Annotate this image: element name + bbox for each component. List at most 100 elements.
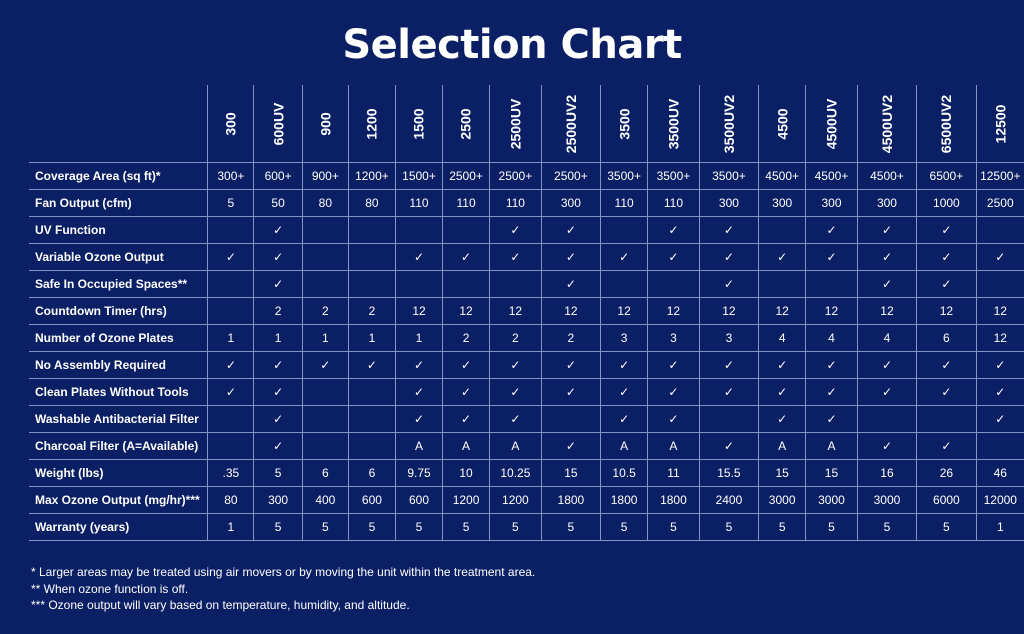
row-label: Countdown Timer (hrs) bbox=[29, 297, 209, 325]
footnote-ozone-output: *** Ozone output will vary based on temp… bbox=[31, 598, 410, 612]
table-cell: 300 bbox=[805, 189, 858, 217]
model-header-row: 300 600UV 900 1200 1500 2500 2500UV 2500UV2 3500… bbox=[29, 85, 1024, 163]
table-cell bbox=[347, 216, 396, 244]
table-cell: 1200+ bbox=[347, 162, 396, 190]
table-cell: 3000 bbox=[805, 486, 858, 514]
table-cell: 1 bbox=[347, 324, 396, 352]
table-cell: ✓ bbox=[540, 378, 602, 406]
table-cell: 1 bbox=[975, 513, 1024, 541]
table-cell: 12 bbox=[394, 297, 444, 325]
table-cell: 110 bbox=[600, 189, 649, 217]
table-cell: 5 bbox=[856, 513, 918, 541]
table-cell: 300 bbox=[856, 189, 918, 217]
table-row: Charcoal Filter (A=Available) ✓ A A A ✓ A A ✓ A A ✓… bbox=[29, 432, 1024, 460]
table-cell: A bbox=[805, 432, 858, 460]
model-header: 900 bbox=[301, 85, 349, 163]
table-cell: ✓ bbox=[489, 216, 542, 244]
table-cell: 6 bbox=[301, 459, 349, 487]
table-cell: ✓ bbox=[758, 378, 807, 406]
table-row: Number of Ozone Plates 1 1 1 1 1 2 2 2 3 3 3 4 4 4 6 12 bbox=[29, 324, 1024, 352]
table-cell: 12 bbox=[540, 297, 602, 325]
table-row: Weight (lbs) .35 5 6 6 9.75 10 10.25 15 10.5 11 15.… bbox=[29, 459, 1024, 487]
table-cell bbox=[758, 270, 807, 298]
model-header: 1200 bbox=[347, 85, 396, 163]
table-cell: 3500+ bbox=[600, 162, 649, 190]
table-cell bbox=[301, 378, 349, 406]
table-cell: 80 bbox=[347, 189, 396, 217]
table-cell: 15 bbox=[758, 459, 807, 487]
table-cell: A bbox=[600, 432, 649, 460]
table-cell: ✓ bbox=[856, 432, 918, 460]
model-name: 900 bbox=[317, 111, 334, 136]
table-cell: 5 bbox=[253, 459, 303, 487]
table-cell: 5 bbox=[758, 513, 807, 541]
footnote-safe-spaces: ** When ozone function is off. bbox=[31, 581, 189, 596]
table-cell: 5 bbox=[916, 513, 977, 541]
table-cell: ✓ bbox=[442, 405, 491, 433]
table-cell: ✓ bbox=[253, 270, 303, 298]
model-name: 4500 bbox=[774, 107, 791, 140]
table-row: UV Function ✓ ✓ ✓ ✓ ✓ ✓ ✓ ✓ bbox=[29, 216, 1024, 244]
table-cell: ✓ bbox=[698, 378, 760, 406]
row-label: Max Ozone Output (mg/hr)*** bbox=[29, 486, 209, 514]
table-cell bbox=[805, 270, 858, 298]
table-cell: 1800 bbox=[647, 486, 700, 514]
table-row: Fan Output (cfm) 5 50 80 80 110 110 110 300 110 11… bbox=[29, 189, 1024, 217]
table-cell bbox=[207, 405, 255, 433]
table-cell: ✓ bbox=[698, 351, 760, 379]
table-cell: ✓ bbox=[805, 378, 858, 406]
table-cell: 1000 bbox=[916, 189, 977, 217]
table-cell: 300+ bbox=[207, 162, 255, 190]
model-name: 4500UV bbox=[823, 98, 840, 149]
table-cell: ✓ bbox=[647, 351, 700, 379]
table-cell: 6000 bbox=[916, 486, 977, 514]
model-name: 12500 bbox=[992, 104, 1009, 143]
table-cell: ✓ bbox=[253, 378, 303, 406]
table-cell: ✓ bbox=[758, 405, 807, 433]
table-cell bbox=[207, 432, 255, 460]
row-label: Coverage Area (sq ft)* bbox=[29, 162, 209, 190]
table-cell: ✓ bbox=[600, 351, 649, 379]
model-name: 2500UV bbox=[507, 98, 524, 149]
table-cell: 4 bbox=[856, 324, 918, 352]
table-cell: ✓ bbox=[253, 405, 303, 433]
table-cell bbox=[301, 243, 349, 271]
table-cell: ✓ bbox=[698, 216, 760, 244]
row-label: Safe In Occupied Spaces** bbox=[29, 270, 209, 298]
table-cell: ✓ bbox=[975, 351, 1024, 379]
model-name: 1500 bbox=[411, 107, 427, 140]
table-cell: 6 bbox=[347, 459, 396, 487]
table-cell: 1 bbox=[253, 324, 303, 352]
row-label: Charcoal Filter (A=Available) bbox=[29, 432, 209, 460]
table-cell: ✓ bbox=[540, 432, 602, 460]
model-name: 3500UV2 bbox=[720, 94, 737, 153]
table-cell: ✓ bbox=[489, 351, 542, 379]
table-cell: ✓ bbox=[394, 405, 444, 433]
table-cell: ✓ bbox=[916, 378, 977, 406]
table-cell: ✓ bbox=[647, 243, 700, 271]
table-cell: 12 bbox=[758, 297, 807, 325]
table-cell: ✓ bbox=[975, 405, 1024, 433]
table-cell: 15 bbox=[805, 459, 858, 487]
model-header: 6500UV2 bbox=[916, 85, 977, 163]
page-title: Selection Chart bbox=[342, 22, 682, 68]
table-cell: 80 bbox=[207, 486, 255, 514]
table-row: Clean Plates Without Tools ✓ ✓ ✓ ✓ ✓ ✓ ✓ ✓ ✓ ✓ ✓ ✓ ✓ ✓ bbox=[29, 378, 1024, 406]
table-cell: ✓ bbox=[856, 351, 918, 379]
table-cell: ✓ bbox=[975, 378, 1024, 406]
table-cell: ✓ bbox=[600, 405, 649, 433]
table-cell: ✓ bbox=[600, 378, 649, 406]
table-cell: 80 bbox=[301, 189, 349, 217]
row-label: UV Function bbox=[29, 216, 209, 244]
table-row: Safe In Occupied Spaces** ✓ ✓ ✓ ✓ ✓ bbox=[29, 270, 1024, 298]
table-cell: ✓ bbox=[347, 351, 396, 379]
table-cell: 10.5 bbox=[600, 459, 649, 487]
model-header: 2500UV2 bbox=[540, 85, 602, 163]
model-name: 3500UV bbox=[665, 98, 682, 149]
model-header: 600UV bbox=[253, 85, 303, 163]
table-cell: 12 bbox=[489, 297, 542, 325]
table-row: Washable Antibacterial Filter ✓ ✓ ✓ ✓ ✓ ✓ ✓ ✓ ✓ bbox=[29, 405, 1024, 433]
table-cell: 4500+ bbox=[856, 162, 918, 190]
table-cell: 1500+ bbox=[394, 162, 444, 190]
table-cell bbox=[698, 405, 760, 433]
